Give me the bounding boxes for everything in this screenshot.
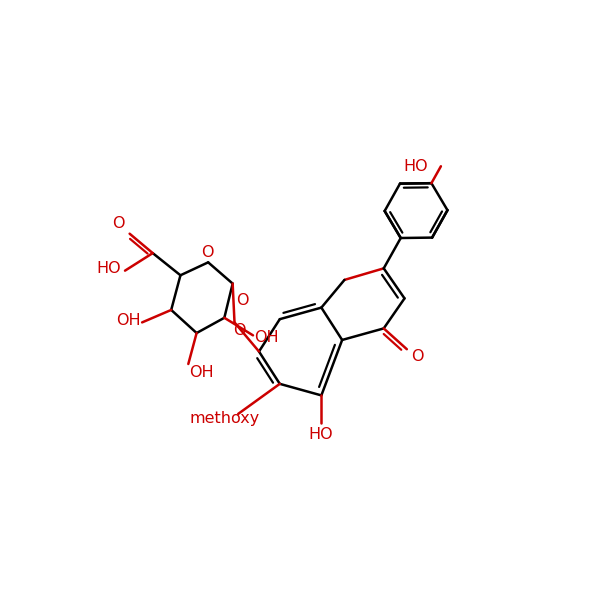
Text: HO: HO xyxy=(97,262,121,277)
Text: O: O xyxy=(411,349,423,364)
Text: OH: OH xyxy=(116,313,140,328)
Text: O: O xyxy=(233,323,246,338)
Text: O: O xyxy=(201,245,214,260)
Text: methoxy: methoxy xyxy=(189,411,259,426)
Text: OH: OH xyxy=(189,365,214,380)
Text: HO: HO xyxy=(404,159,428,174)
Text: HO: HO xyxy=(308,427,333,442)
Text: OH: OH xyxy=(254,330,279,345)
Text: O: O xyxy=(112,216,124,231)
Text: O: O xyxy=(236,293,248,308)
